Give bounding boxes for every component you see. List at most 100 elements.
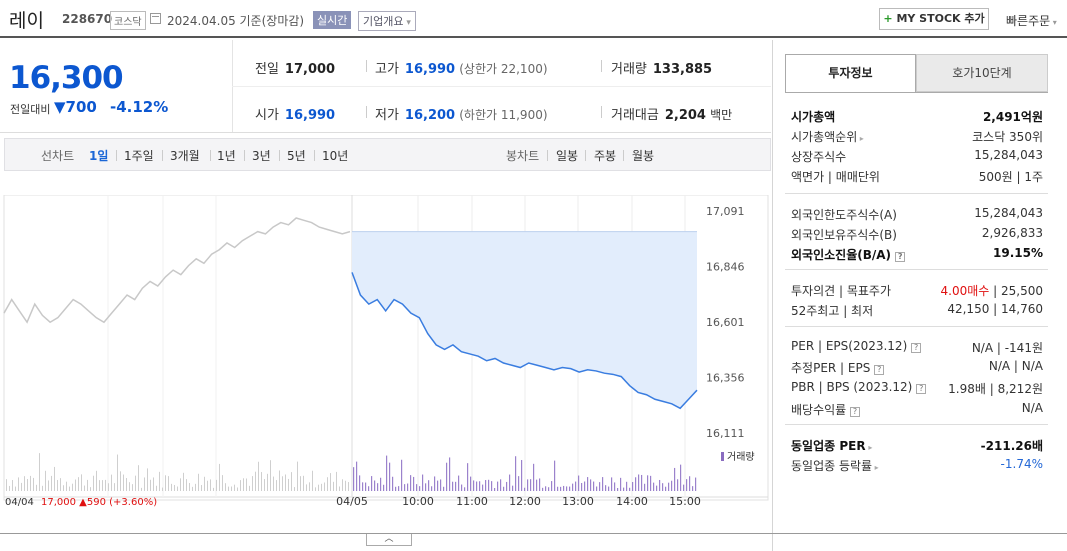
volume-bar-today [551,481,553,491]
volume-bar-prev [267,473,268,491]
period-bar: 선차트 1일 1주일 3개월 1년 3년 5년 10년 봉차트 일봉 주봉 월봉 [4,138,771,171]
help-icon[interactable]: ? [916,384,927,394]
volume-bar-prev [90,487,91,491]
x-tick-label: 12:00 [509,495,541,508]
high-price: 고가 16,990 (상한가 22,100) [375,62,548,77]
volume-bar-today [677,479,679,491]
volume-bar-prev [294,487,295,491]
info-row: 시가총액 2,491억원 [791,105,1043,125]
help-icon[interactable]: ? [895,252,906,262]
info-row-label: 투자의견 | 목표주가 [791,284,891,298]
volume-bar-today [431,486,433,491]
company-info-dropdown[interactable]: 기업개요 [358,11,416,31]
info-row: 동일업종 등락률 ▸ -1.74% [791,454,1043,474]
volume-bar-prev [180,478,181,491]
info-row-value: -211.26배 [980,439,1043,453]
volume-bar-today [641,474,643,491]
volume-bar-prev [156,485,157,491]
volume-bar-prev [168,476,169,491]
info-row: 외국인한도주식수(A) 15,284,043 [791,203,1043,223]
volume-bar-today [683,484,685,491]
chevron-right-icon[interactable]: ▸ [865,443,873,452]
volume-bar-today [653,482,655,491]
collapse-chevron-icon[interactable]: ︿ [366,534,412,546]
volume-bar-prev [216,479,217,491]
volume-bar-today [548,487,550,491]
period-1w[interactable]: 1주일 [124,149,154,163]
volume-bar-prev [174,484,175,491]
period-weekly[interactable]: 주봉 [594,149,617,163]
x-tick-label: 15:00 [669,495,701,508]
volume-bar-prev [300,476,301,491]
volume-bar-today [521,460,523,491]
period-monthly[interactable]: 월봉 [632,149,655,163]
volume-bar-today [545,486,547,491]
volume-bar-today [515,456,517,491]
info-row: 동일업종 PER ▸ -211.26배 [791,434,1043,454]
volume-bar-prev [306,484,307,491]
period-1d[interactable]: 1일 [89,149,109,163]
volume-bar-prev [276,480,277,491]
volume-bar-prev [192,486,193,491]
volume-bar-today [425,483,427,491]
help-icon[interactable]: ? [874,365,885,375]
volume-bar-prev [312,470,313,491]
volume-bar-today [581,482,583,491]
volume-bar-prev [207,480,208,491]
stock-header: 레이 228670 코스닥 2024.04.05 기준(장마감) 실시간 기업개… [0,0,1067,38]
volume-bar-today [605,485,607,491]
volume-bar-prev [153,477,154,491]
realtime-button[interactable]: 실시간 [313,11,352,29]
quick-order-dropdown[interactable]: 빠른주문 [1006,12,1057,29]
volume-bar-today [554,460,556,491]
volume-bar-prev [228,486,229,491]
info-row-label: 동일업종 PER ▸ [791,439,873,453]
y-tick-label: 17,091 [706,205,745,218]
info-row-label: 외국인소진율(B/A) ? [791,246,906,263]
volume-bar-today [503,486,505,491]
info-row-label: 52주최고 | 최저 [791,304,874,318]
help-icon[interactable]: ? [850,407,861,417]
volume-bar-prev [318,484,319,491]
volume-bar-prev [54,466,55,491]
info-row-value: 1.98배 | 8,212원 [948,382,1043,396]
volume-bar-today [374,480,376,491]
volume-bar-prev [108,483,109,491]
volume-bar-prev [12,480,13,491]
volume-bar-prev [162,487,163,491]
volume-bar-today [422,474,424,491]
period-3y[interactable]: 3년 [252,149,271,163]
period-5y[interactable]: 5년 [287,149,306,163]
tab-orderbook[interactable]: 호가10단계 [916,54,1048,92]
volume-bar-prev [303,475,304,491]
low-price: 저가 16,200 (하한가 11,900) [375,108,548,123]
volume-legend-label: 거래량 [727,451,755,463]
change-rate: -4.12% [110,98,169,116]
volume-bar-prev [81,474,82,491]
period-10y[interactable]: 10년 [322,149,349,163]
calendar-icon [150,13,161,24]
volume-bar-prev [114,483,115,491]
info-row-value: N/A | -141원 [971,341,1043,355]
volume-bar-today [392,476,394,491]
volume-bar-prev [57,479,58,491]
tab-investment-info[interactable]: 투자정보 [785,54,916,92]
volume-bar-today [368,486,370,491]
volume-bar-prev [237,487,238,491]
chevron-right-icon[interactable]: ▸ [872,463,879,472]
volume-bar-today [506,481,508,491]
x-tick-label: 13:00 [562,495,594,508]
volume: 거래량 133,885 [611,62,713,77]
add-mystock-button[interactable]: + MY STOCK 추가 [879,8,989,30]
volume-bar-today [542,487,544,491]
info-row-label: 추정PER | EPS ? [791,359,885,376]
period-3m[interactable]: 3개월 [170,149,200,163]
info-row-label: 액면가 | 매매단위 [791,170,880,184]
help-icon[interactable]: ? [911,343,922,353]
period-daily[interactable]: 일봉 [556,149,579,163]
volume-bar-prev [231,486,232,491]
chevron-right-icon[interactable]: ▸ [857,134,864,143]
period-1y[interactable]: 1년 [217,149,236,163]
price-chart[interactable]: 17,091 16,846 16,601 16,356 16,111 04/05 10:0… [0,195,771,515]
info-divider [785,424,1048,425]
